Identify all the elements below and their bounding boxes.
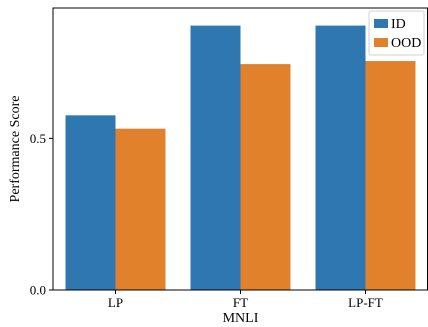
x-tick-label: LP — [108, 295, 123, 310]
legend-swatch-id — [374, 19, 388, 28]
bar-id-lp — [65, 115, 116, 290]
x-tick-label: FT — [233, 295, 248, 310]
ticks-layer: LP FT LP-FT 0.0 0.5 — [30, 131, 383, 310]
bar-id-lp-ft — [315, 25, 366, 291]
legend-label-id: ID — [391, 17, 406, 32]
legend-swatch-ood — [374, 38, 388, 47]
bar-ood-lp — [115, 128, 166, 290]
bar-id-ft — [190, 25, 241, 291]
y-axis-label: Performance Score — [8, 96, 23, 203]
x-tick-label: LP-FT — [348, 295, 383, 310]
legend-label-ood: OOD — [391, 36, 421, 51]
y-tick-label: 0.5 — [30, 131, 46, 146]
x-axis-label: MNLI — [223, 311, 259, 326]
bar-ood-ft — [240, 64, 291, 290]
legend: ID OOD — [368, 10, 425, 56]
bars-layer — [65, 25, 416, 291]
bar-ood-lp-ft — [365, 61, 416, 291]
y-tick-label: 0.0 — [30, 283, 46, 298]
